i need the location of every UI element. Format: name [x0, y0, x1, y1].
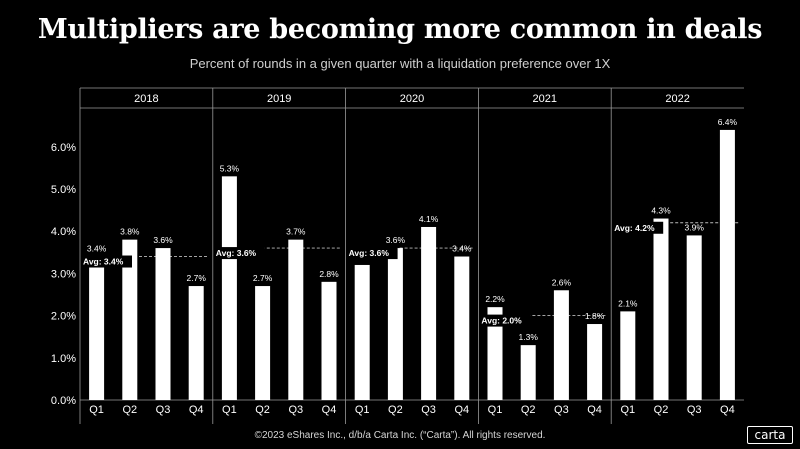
- average-label-background: [480, 314, 531, 327]
- chart-title: Multipliers are becoming more common in …: [37, 14, 763, 45]
- y-tick-label: 3.0%: [51, 268, 76, 280]
- year-label: 2020: [400, 93, 424, 105]
- x-tick-label: Q4: [454, 404, 469, 416]
- year-label: 2018: [134, 93, 158, 105]
- average-label: Avg: 2.0%: [481, 316, 522, 326]
- average-label-background: [82, 255, 132, 268]
- bar: [122, 239, 138, 400]
- bar: [421, 226, 437, 400]
- x-tick-label: Q1: [222, 404, 237, 416]
- year-label: 2022: [665, 93, 689, 105]
- x-tick-label: Q2: [255, 404, 270, 416]
- bar: [487, 307, 503, 400]
- x-tick-label: Q1: [355, 404, 370, 416]
- average-label: Avg: 4.2%: [614, 223, 655, 233]
- bar: [387, 248, 403, 400]
- data-label: 1.8%: [585, 311, 605, 321]
- data-label: 4.3%: [651, 206, 671, 216]
- x-tick-label: Q1: [488, 404, 503, 416]
- bar: [89, 256, 105, 400]
- data-label: 2.7%: [253, 273, 273, 283]
- average-label: Avg: 3.4%: [83, 257, 124, 267]
- data-label: 3.4%: [452, 244, 472, 254]
- x-tick-label: Q3: [288, 404, 303, 416]
- bar: [653, 218, 669, 400]
- bar: [553, 290, 569, 400]
- x-tick-label: Q2: [122, 404, 137, 416]
- y-tick-label: 1.0%: [51, 353, 76, 365]
- average-label-background: [214, 247, 265, 260]
- average-label-background: [347, 247, 398, 260]
- data-label: 3.8%: [120, 227, 140, 237]
- bar: [255, 286, 271, 400]
- bar: [221, 176, 237, 400]
- bar: [188, 286, 204, 400]
- x-tick-label: Q4: [587, 404, 602, 416]
- bar: [321, 281, 337, 400]
- bar: [454, 256, 470, 400]
- x-tick-label: Q4: [322, 404, 337, 416]
- bar: [354, 264, 370, 400]
- bar: [620, 311, 636, 400]
- data-label: 3.7%: [286, 227, 306, 237]
- bar: [587, 324, 603, 400]
- x-tick-label: Q4: [720, 404, 735, 416]
- y-tick-label: 2.0%: [51, 311, 76, 323]
- bar: [520, 345, 536, 400]
- data-label: 3.6%: [153, 235, 173, 245]
- x-tick-label: Q4: [189, 404, 204, 416]
- chart-subtitle: Percent of rounds in a given quarter wit…: [189, 56, 611, 71]
- bar: [719, 129, 735, 401]
- x-tick-label: Q1: [89, 404, 104, 416]
- x-tick-label: Q3: [687, 404, 702, 416]
- bar: [686, 235, 702, 400]
- x-tick-label: Q3: [156, 404, 171, 416]
- average-label: Avg: 3.6%: [349, 248, 390, 258]
- x-tick-label: Q2: [388, 404, 403, 416]
- x-tick-label: Q3: [554, 404, 569, 416]
- y-tick-label: 0.0%: [51, 395, 76, 407]
- data-label: 2.7%: [187, 273, 207, 283]
- data-label: 3.9%: [685, 222, 705, 232]
- average-label: Avg: 3.6%: [216, 248, 257, 258]
- data-label: 5.3%: [220, 163, 240, 173]
- year-label: 2021: [533, 93, 557, 105]
- bar: [155, 248, 171, 400]
- x-tick-label: Q1: [620, 404, 635, 416]
- x-tick-label: Q3: [421, 404, 436, 416]
- data-label: 6.4%: [718, 117, 738, 127]
- year-label: 2019: [267, 93, 291, 105]
- data-label: 2.6%: [552, 277, 572, 287]
- carta-logo: carta: [747, 426, 793, 444]
- x-tick-label: Q2: [654, 404, 669, 416]
- y-tick-label: 6.0%: [51, 142, 76, 154]
- data-label: 2.2%: [485, 294, 505, 304]
- data-label: 1.3%: [519, 332, 539, 342]
- y-tick-label: 5.0%: [51, 184, 76, 196]
- bar: [288, 239, 304, 400]
- data-label: 3.6%: [386, 235, 406, 245]
- average-label-background: [613, 221, 664, 234]
- y-tick-label: 4.0%: [51, 226, 76, 238]
- copyright-footer: ©2023 eShares Inc., d/b/a Carta Inc. (“C…: [254, 430, 546, 441]
- data-label: 3.4%: [87, 244, 107, 254]
- data-label: 2.8%: [319, 269, 339, 279]
- data-label: 4.1%: [419, 214, 439, 224]
- data-label: 2.1%: [618, 298, 638, 308]
- x-tick-label: Q2: [521, 404, 536, 416]
